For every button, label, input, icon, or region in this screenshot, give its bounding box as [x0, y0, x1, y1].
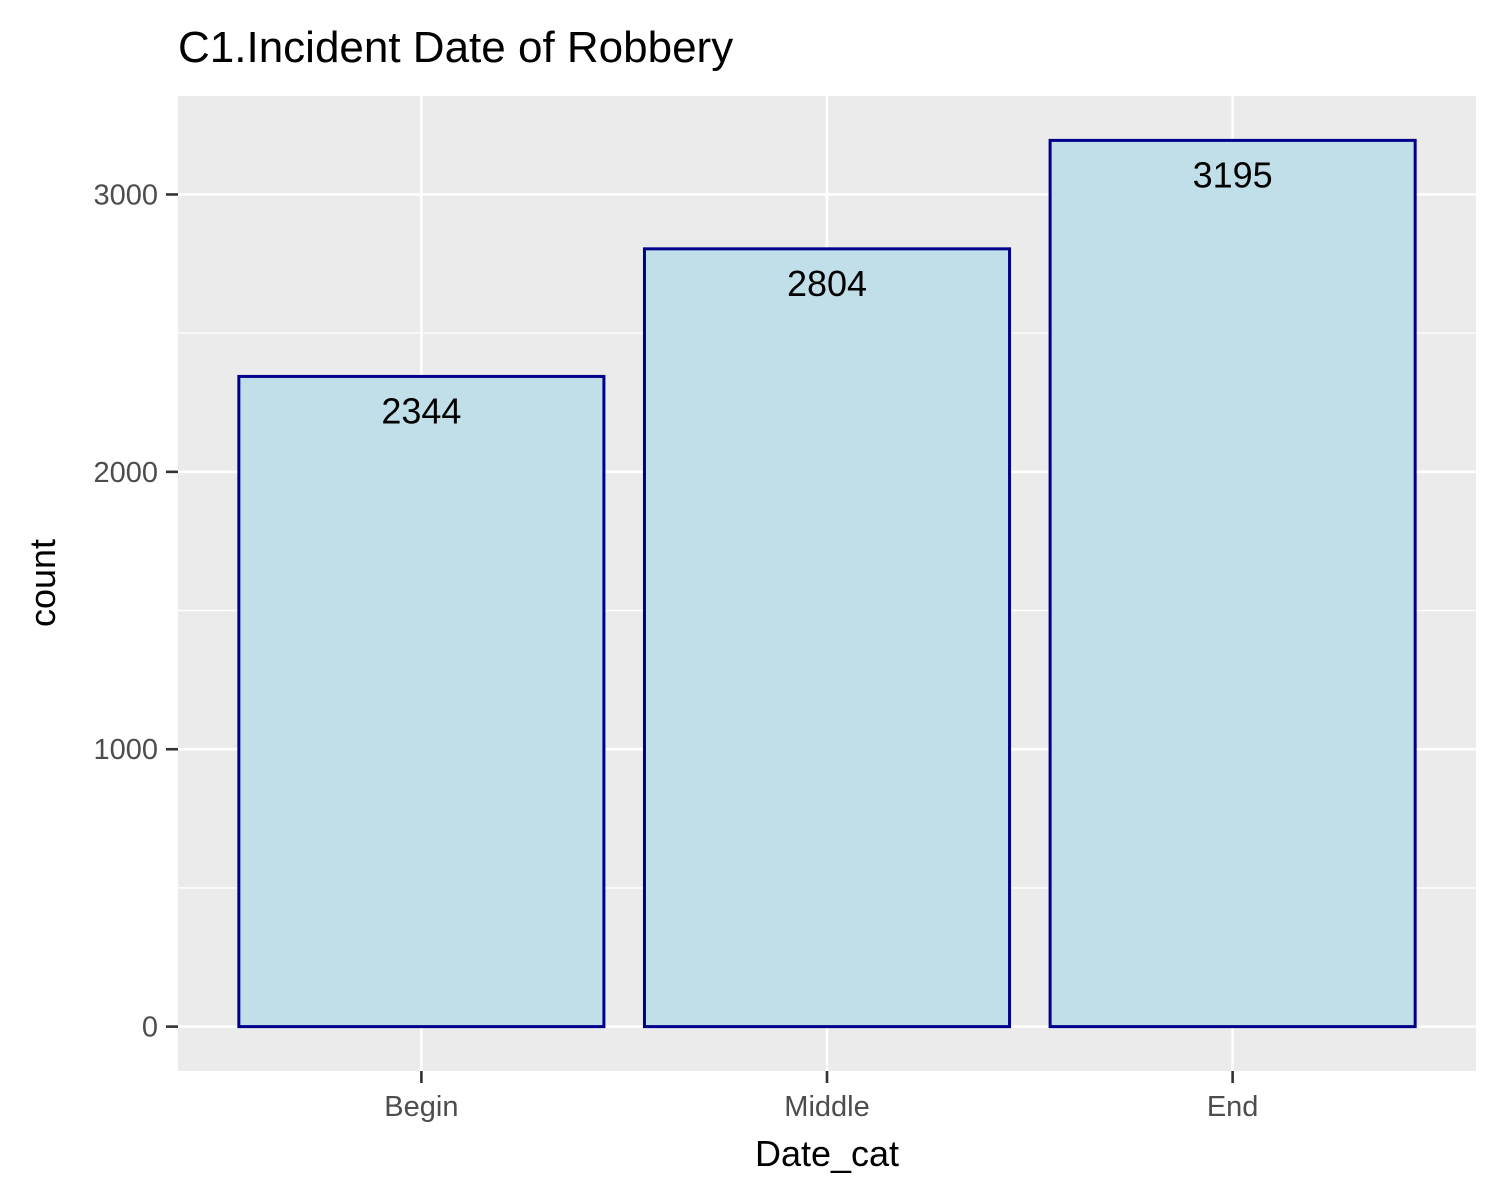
y-tick-label: 3000 — [93, 179, 158, 211]
y-tick-label: 2000 — [93, 457, 158, 489]
x-axis-title: Date_cat — [755, 1133, 899, 1174]
bar — [642, 247, 1012, 1029]
x-axis: Begin Middle End — [384, 1071, 1258, 1123]
y-tick-label: 0 — [142, 1012, 158, 1044]
x-tick-label: Begin — [384, 1091, 458, 1123]
bars — [237, 138, 1417, 1029]
bar-value-label: 2804 — [787, 263, 867, 304]
y-tick-label: 1000 — [93, 734, 158, 766]
bar — [1048, 138, 1417, 1029]
bar-value-label: 3195 — [1193, 154, 1273, 195]
chart-title: C1.Incident Date of Robbery — [178, 23, 733, 72]
y-axis: 0 1000 2000 3000 — [93, 179, 178, 1044]
y-axis-title: count — [22, 539, 63, 627]
x-tick-label: Middle — [784, 1091, 869, 1123]
bar-value-labels: 2344 2804 3195 — [381, 154, 1272, 431]
bar-value-label: 2344 — [381, 390, 461, 431]
x-tick-label: End — [1207, 1091, 1259, 1123]
bar — [237, 374, 606, 1029]
